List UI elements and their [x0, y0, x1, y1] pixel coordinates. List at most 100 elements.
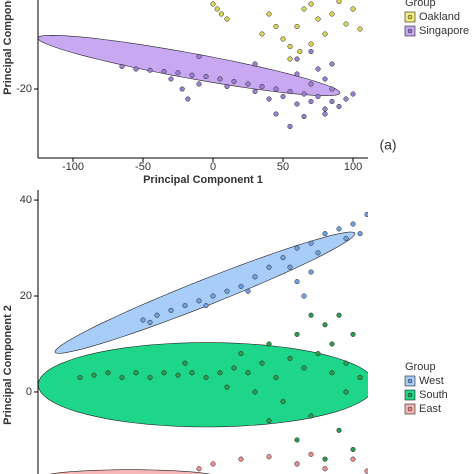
point: [175, 372, 181, 378]
x-tick-label: 100: [344, 161, 362, 173]
point: [301, 6, 307, 12]
x-axis-label: Principal Component 1: [143, 174, 263, 186]
point: [105, 370, 111, 376]
point: [217, 76, 223, 82]
point: [266, 264, 272, 270]
point: [301, 293, 307, 299]
point: [273, 375, 279, 381]
y-tick-label: -20: [16, 83, 32, 95]
point: [322, 466, 328, 472]
y-tick-label: 40: [20, 194, 32, 206]
point: [297, 48, 303, 55]
point: [294, 461, 300, 467]
point: [329, 11, 335, 17]
point: [329, 98, 335, 105]
point: [168, 76, 174, 82]
point: [259, 360, 265, 366]
point: [210, 461, 216, 467]
point: [294, 71, 300, 77]
point: [245, 81, 251, 87]
point: [308, 269, 314, 275]
point: [245, 288, 251, 294]
point: [182, 303, 188, 309]
point: [364, 211, 368, 218]
point: [182, 360, 188, 366]
y-tick-label: 0: [26, 386, 32, 398]
point: [294, 331, 300, 337]
point: [308, 98, 314, 105]
point: [350, 456, 356, 462]
point: [119, 375, 125, 381]
point: [214, 6, 220, 12]
point: [161, 370, 167, 376]
ellipse: [48, 469, 212, 474]
annotation: (a): [379, 137, 396, 153]
legend-label: Singapore: [419, 25, 469, 37]
point: [287, 88, 293, 95]
point: [329, 86, 335, 92]
x-tick-label: 0: [210, 161, 216, 173]
point: [266, 454, 272, 460]
point: [266, 418, 272, 424]
x-tick-label: -50: [135, 161, 151, 173]
point: [238, 283, 244, 289]
point: [350, 6, 356, 12]
point: [252, 88, 258, 95]
point: [336, 103, 342, 110]
point: [322, 111, 328, 117]
point: [315, 351, 321, 357]
point: [252, 389, 258, 395]
point: [301, 91, 307, 97]
point: [287, 355, 293, 361]
point: [294, 56, 300, 62]
point: [189, 72, 195, 78]
point: [343, 96, 349, 102]
point: [343, 235, 349, 242]
point: [322, 456, 328, 462]
point: [280, 36, 286, 42]
point: [224, 16, 230, 22]
point: [308, 81, 314, 87]
plot-area: [38, 207, 380, 474]
point: [287, 56, 293, 62]
legend-title: Group: [405, 0, 436, 9]
point: [336, 312, 342, 318]
point: [196, 81, 202, 87]
point: [280, 255, 286, 261]
point: [294, 279, 300, 285]
point: [179, 86, 185, 92]
point: [322, 322, 328, 328]
point: [329, 341, 335, 347]
point: [315, 250, 321, 256]
point: [357, 26, 363, 32]
point: [375, 207, 380, 212]
point: [161, 68, 167, 75]
legend-dot: [407, 392, 413, 398]
point: [140, 317, 146, 323]
point: [231, 78, 237, 85]
point: [224, 384, 230, 390]
point: [308, 451, 314, 457]
point: [273, 111, 279, 117]
point: [217, 370, 223, 376]
point: [357, 375, 363, 381]
x-tick-label: 50: [277, 161, 289, 173]
point: [294, 101, 300, 107]
point: [266, 11, 272, 17]
point: [196, 53, 202, 60]
point: [294, 245, 300, 251]
point: [336, 427, 342, 433]
point: [154, 312, 160, 318]
y-tick-label: 20: [20, 290, 32, 302]
point: [350, 91, 356, 97]
point: [336, 226, 342, 232]
point: [224, 83, 230, 90]
point: [77, 375, 83, 381]
point: [301, 365, 307, 371]
point: [210, 293, 216, 299]
point: [329, 61, 335, 67]
point: [189, 370, 195, 376]
point: [218, 11, 224, 17]
ellipse: [54, 231, 356, 354]
